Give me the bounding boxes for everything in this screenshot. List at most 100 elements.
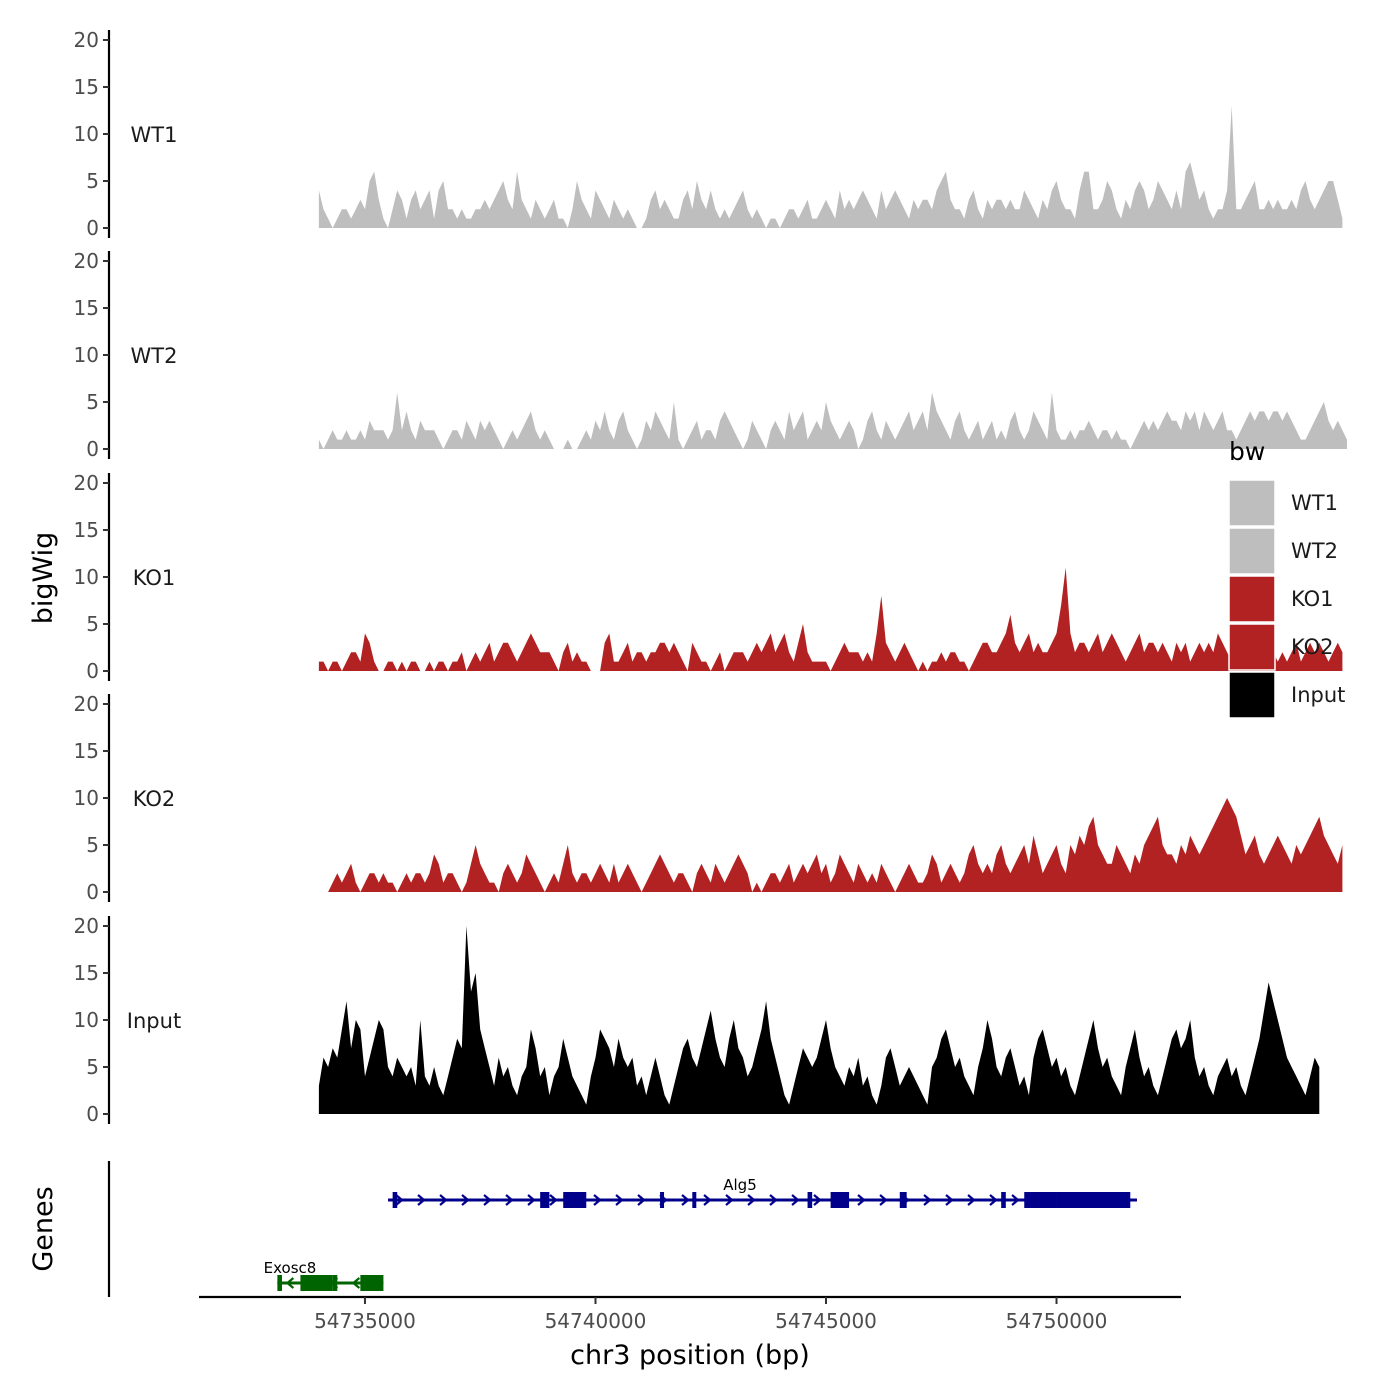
y-tick-label: 10 [74, 122, 99, 146]
x-tick-label: 54750000 [1006, 1309, 1108, 1333]
x-axis-title: chr3 position (bp) [570, 1340, 810, 1371]
track-ko2: 0 5 10 15 20 KO2 [74, 692, 1343, 904]
y-tick-label: 15 [74, 961, 99, 985]
legend-swatch [1228, 623, 1276, 671]
strand-arrow [857, 1194, 866, 1206]
strand-arrow [395, 1194, 404, 1206]
track-input: 0 5 10 15 20 Input [74, 914, 1320, 1126]
genes-axis-title: Genes [28, 1186, 59, 1271]
gene-exon [1024, 1192, 1057, 1208]
strand-arrow [615, 1194, 624, 1206]
legend-label: WT1 [1291, 491, 1338, 515]
track-panels: 0 5 10 15 20 WT1 0 5 10 15 20 WT2 0 5 10 15 20 KO1 0 5 10 15 2… [74, 28, 1347, 1126]
y-tick-label: 10 [74, 565, 99, 589]
strand-arrow [703, 1194, 712, 1206]
gene-exon [660, 1192, 665, 1208]
strand-arrow [1011, 1194, 1020, 1206]
gene-exon [1056, 1192, 1131, 1208]
y-tick-label: 20 [74, 249, 99, 273]
y-tick-label: 10 [74, 786, 99, 810]
legend-label: WT2 [1291, 539, 1338, 563]
strand-arrow [549, 1194, 558, 1206]
track-label: WT1 [131, 123, 178, 147]
track-label: Input [127, 1009, 181, 1033]
y-tick-label: 15 [74, 739, 99, 763]
track-ko1: 0 5 10 15 20 KO1 [74, 471, 1343, 683]
x-axis: 54735000 54740000 54745000 54750000 [199, 1295, 1181, 1333]
y-tick-label: 0 [86, 1102, 99, 1126]
x-tick-label: 54745000 [775, 1309, 877, 1333]
gene-exon [899, 1192, 907, 1208]
strand-arrow [725, 1194, 734, 1206]
y-tick-label: 15 [74, 518, 99, 542]
strand-arrow [791, 1194, 800, 1206]
strand-arrow [439, 1194, 448, 1206]
legend-swatch [1228, 479, 1276, 527]
strand-arrow [637, 1194, 646, 1206]
y-tick-label: 10 [74, 1008, 99, 1032]
legend-swatch [1228, 527, 1276, 575]
track-label: WT2 [131, 344, 178, 368]
y-tick-label: 0 [86, 880, 99, 904]
legend-swatch [1228, 575, 1276, 623]
legend-label: Input [1291, 683, 1345, 707]
gene-exon [540, 1192, 550, 1208]
strand-arrow [769, 1194, 778, 1206]
strand-arrow [967, 1194, 976, 1206]
strand-arrow [417, 1194, 426, 1206]
signal-area-wt2 [318, 392, 1347, 449]
gene-exon [277, 1275, 282, 1291]
y-tick-label: 5 [86, 390, 99, 414]
y-tick-label: 0 [86, 216, 99, 240]
y-tick-label: 10 [74, 343, 99, 367]
x-tick-label: 54740000 [545, 1309, 647, 1333]
legend-item-wt1: WT1 [1228, 479, 1338, 527]
strand-arrow [989, 1194, 998, 1206]
y-tick-label: 5 [86, 169, 99, 193]
track-wt2: 0 5 10 15 20 WT2 [74, 249, 1347, 461]
gene-exon [692, 1192, 697, 1208]
strand-arrow [505, 1194, 514, 1206]
strand-arrow [351, 1277, 361, 1289]
legend-label: KO2 [1291, 635, 1334, 659]
genes-panel: Alg5 Exosc8 [107, 1161, 1137, 1297]
gene-alg5: Alg5 [388, 1176, 1137, 1208]
signal-area-wt1 [318, 105, 1343, 228]
gene-label: Alg5 [723, 1176, 757, 1194]
strand-arrow [461, 1194, 470, 1206]
legend-item-input: Input [1228, 671, 1345, 719]
y-tick-label: 20 [74, 28, 99, 52]
y-tick-label: 0 [86, 437, 99, 461]
gene-exosc8: Exosc8 [264, 1259, 384, 1291]
track-wt1: 0 5 10 15 20 WT1 [74, 28, 1343, 240]
gene-exon [830, 1192, 850, 1208]
y-tick-label: 0 [86, 659, 99, 683]
track-label: KO2 [133, 787, 176, 811]
strand-arrow [945, 1194, 954, 1206]
y-tick-label: 5 [86, 1055, 99, 1079]
legend: bw WT1 WT2 KO1 KO2 Input [1228, 437, 1345, 719]
strand-arrow [813, 1194, 822, 1206]
y-tick-label: 20 [74, 914, 99, 938]
gene-exon [300, 1275, 333, 1291]
x-tick-label: 54735000 [314, 1309, 416, 1333]
gene-label: Exosc8 [264, 1259, 317, 1277]
legend-swatch [1228, 671, 1276, 719]
gene-exon [332, 1275, 338, 1291]
strand-arrow [527, 1194, 536, 1206]
y-tick-label: 5 [86, 833, 99, 857]
strand-arrow [483, 1194, 492, 1206]
strand-arrow [747, 1194, 756, 1206]
strand-arrow [593, 1194, 602, 1206]
gene-exon [563, 1192, 587, 1208]
track-label: KO1 [133, 566, 176, 590]
legend-title: bw [1229, 437, 1265, 466]
gene-exon [1001, 1192, 1006, 1208]
y-tick-label: 5 [86, 612, 99, 636]
y-tick-label: 20 [74, 471, 99, 495]
strand-arrow [879, 1194, 888, 1206]
y-tick-label: 15 [74, 296, 99, 320]
strand-arrow [681, 1194, 690, 1206]
signal-area-input [318, 926, 1320, 1114]
